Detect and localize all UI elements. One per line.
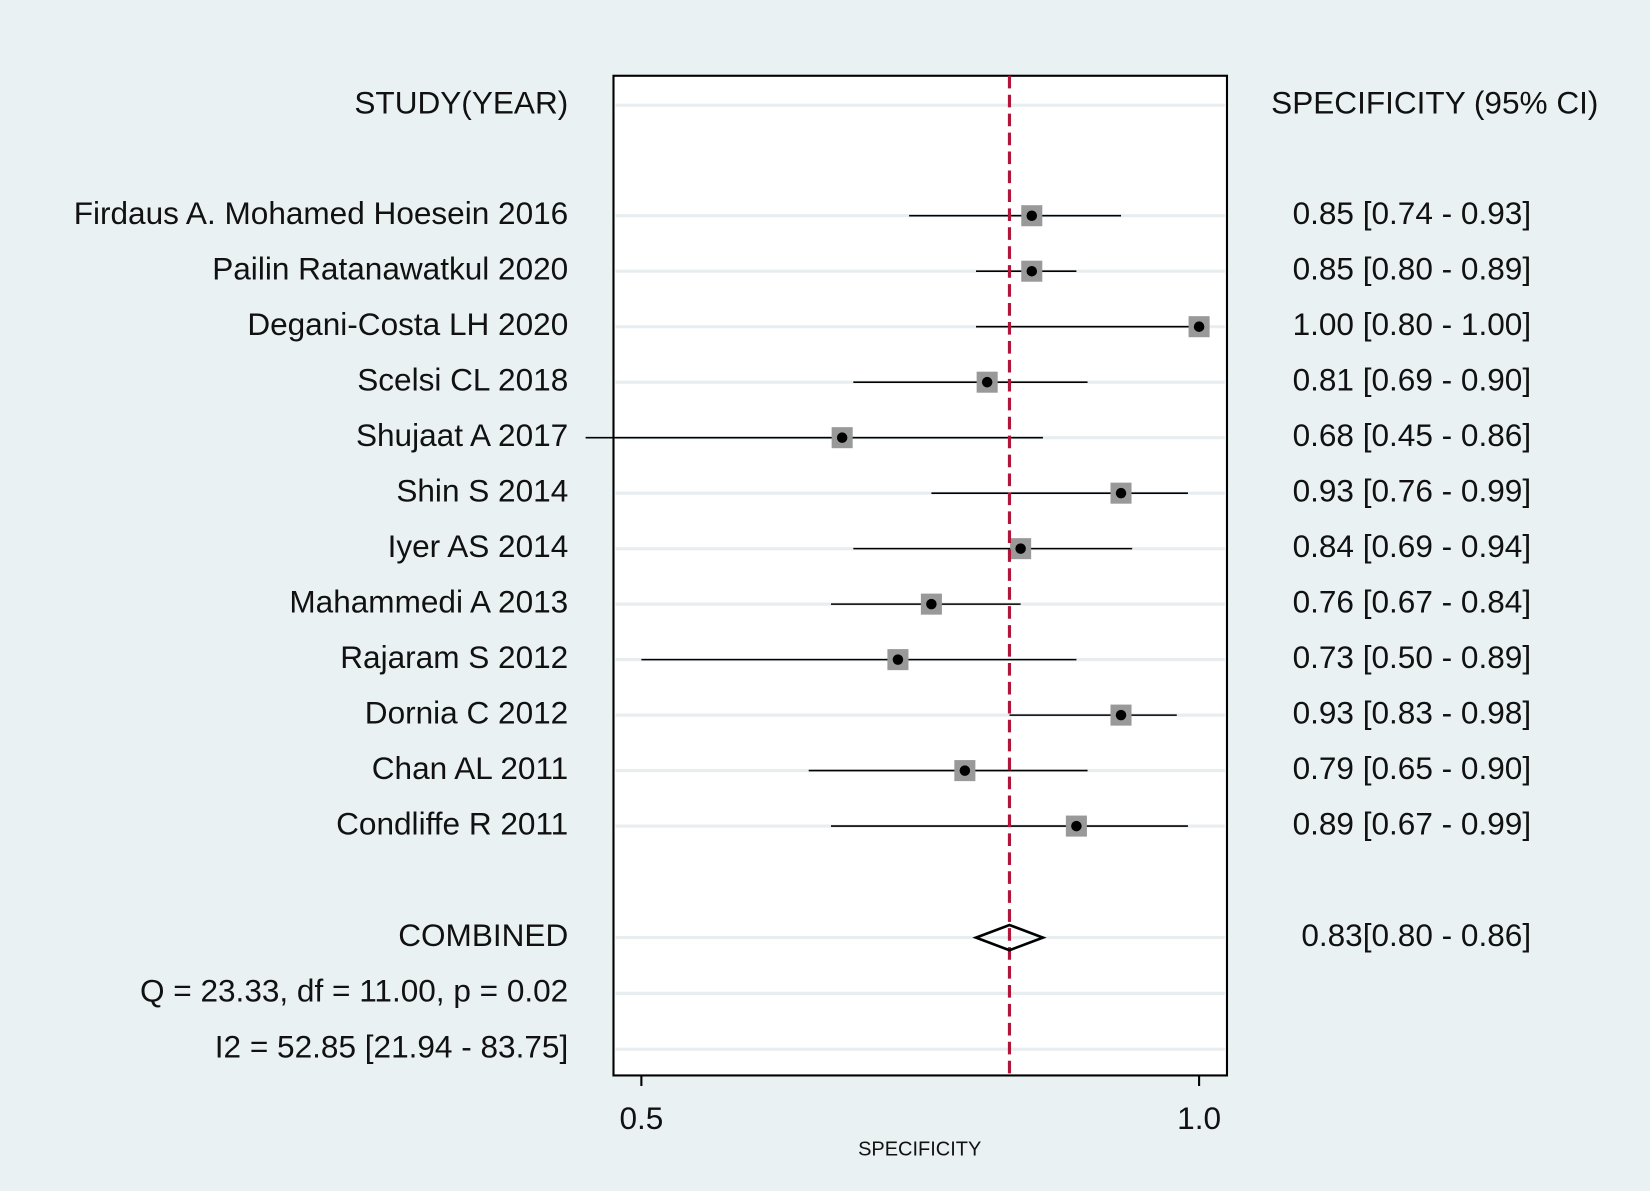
study-label: Degani-Costa LH 2020 [247,306,568,342]
study-label: Mahammedi A 2013 [289,583,568,619]
study-estimate: 0.85 [0.80 - 0.89] [1293,251,1532,287]
study-point [1193,321,1205,332]
study-label: Firdaus A. Mohamed Hoesein 2016 [74,195,569,231]
study-label: Shin S 2014 [396,473,568,509]
study-header: STUDY(YEAR) [354,85,568,121]
combined-label: COMBINED [398,917,568,953]
study-point [959,765,971,776]
study-point [1071,820,1082,832]
study-label: Dornia C 2012 [365,694,568,730]
plot-group: STUDY(YEAR) SPECIFICITY (95% CI) SPECIFI… [74,74,1598,1160]
x-tick-label: 0.5 [619,1100,663,1136]
plot-area [612,74,1229,1077]
study-point [1026,265,1038,277]
study-estimate: 0.81 [0.69 - 0.90] [1293,362,1532,398]
study-label: Condliffe R 2011 [336,805,568,841]
estimate-header: SPECIFICITY (95% CI) [1271,85,1598,121]
study-estimate: 0.76 [0.67 - 0.84] [1293,583,1532,619]
study-estimate: 0.85 [0.74 - 0.93] [1293,195,1532,231]
study-label: Pailin Ratanawatkul 2020 [212,251,568,287]
study-label: Shujaat A 2017 [356,417,568,453]
heterogeneity-stat: I2 = 52.85 [21.94 - 83.75] [215,1028,568,1064]
study-estimate: 0.93 [0.76 - 0.99] [1293,473,1532,509]
heterogeneity-stat: Q = 23.33, df = 11.00, p = 0.02 [140,973,568,1009]
study-estimate: 0.79 [0.65 - 0.90] [1293,750,1532,786]
study-point [926,598,937,610]
study-point [1015,543,1026,554]
study-estimate: 0.84 [0.69 - 0.94] [1293,528,1532,564]
study-estimate: 0.93 [0.83 - 0.98] [1293,694,1532,730]
study-point [1115,487,1127,499]
study-label: Rajaram S 2012 [340,639,568,675]
study-estimate: 0.89 [0.67 - 0.99] [1293,805,1532,841]
study-estimate: 1.00 [0.80 - 1.00] [1293,306,1532,342]
combined-diamond [972,923,1047,952]
study-estimate: 0.73 [0.50 - 0.89] [1293,639,1532,675]
study-point [1026,210,1038,221]
study-label: Chan AL 2011 [372,750,568,786]
x-axis-label: SPECIFICITY [858,1138,981,1160]
study-label: Iyer AS 2014 [388,528,569,564]
study-estimate: 0.68 [0.45 - 0.86] [1293,417,1532,453]
study-point [892,654,904,665]
study-point [1115,709,1127,721]
study-label: Scelsi CL 2018 [357,362,568,398]
x-tick-label: 1.0 [1177,1100,1221,1136]
study-point [981,376,993,388]
study-point [836,432,848,443]
combined-estimate: 0.83[0.80 - 0.86] [1301,917,1531,953]
